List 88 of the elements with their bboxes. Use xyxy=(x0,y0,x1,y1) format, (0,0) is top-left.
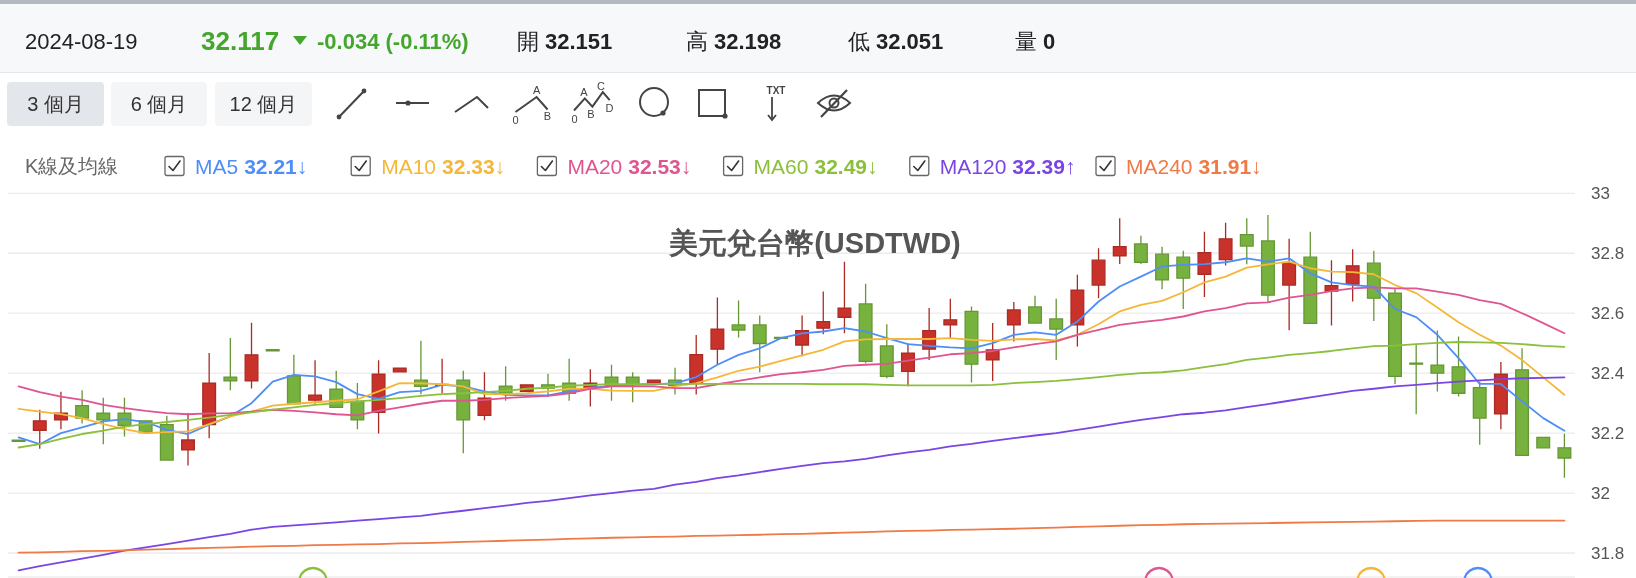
y-tick-label: 33 xyxy=(1591,183,1610,203)
text: TXT xyxy=(766,84,786,96)
candlestick xyxy=(286,354,301,405)
candlestick xyxy=(223,337,238,391)
candlestick xyxy=(900,342,915,387)
candlestick xyxy=(180,412,195,467)
text: B xyxy=(543,110,552,122)
text: C xyxy=(597,80,606,92)
candlestick xyxy=(1049,298,1064,361)
text: D xyxy=(605,102,614,114)
candlestick xyxy=(710,296,725,366)
candlestick xyxy=(1028,295,1043,324)
text: MA60 32.49↓ xyxy=(753,154,878,178)
line-series xyxy=(17,341,1566,449)
candlestick xyxy=(1430,329,1445,393)
candlestick xyxy=(1557,433,1572,479)
text: B xyxy=(587,108,595,120)
text: 高 32.198 xyxy=(686,28,782,54)
candlestick xyxy=(96,397,111,445)
candlestick xyxy=(1451,335,1466,398)
text: 0 xyxy=(512,114,519,126)
candlestick xyxy=(1260,214,1275,304)
candlestick xyxy=(816,290,831,335)
text: MA5 32.21↓ xyxy=(195,154,308,178)
text: A xyxy=(532,83,541,96)
text: 12 個月 xyxy=(229,93,298,115)
line-series xyxy=(17,519,1566,554)
candlestick xyxy=(1176,250,1191,310)
text: MA20 32.53↓ xyxy=(567,154,692,178)
text: 2024-08-19 xyxy=(25,28,138,54)
candlestick xyxy=(879,323,894,379)
y-tick-label: 32.8 xyxy=(1591,243,1625,263)
line-series xyxy=(17,286,1566,417)
candlestick xyxy=(1515,347,1530,456)
candlestick xyxy=(964,305,979,384)
candlestick xyxy=(1282,238,1297,331)
candlestick xyxy=(752,314,767,373)
candlestick xyxy=(1155,246,1170,290)
candlestick xyxy=(858,283,873,364)
y-tick-label: 32.6 xyxy=(1591,303,1625,323)
candlestick xyxy=(392,367,407,373)
text: 0 xyxy=(571,113,578,125)
candlestick xyxy=(75,389,90,425)
candlestick xyxy=(308,359,323,405)
text: 美元兌台幣(USDTWD) xyxy=(668,227,961,259)
candlestick xyxy=(646,379,661,384)
text: MA120 32.39↑ xyxy=(939,154,1076,178)
candlestick xyxy=(1197,231,1212,298)
candlestick xyxy=(985,322,1000,382)
candlestick xyxy=(477,371,492,421)
y-tick-label: 32.4 xyxy=(1591,363,1625,383)
candlestick xyxy=(265,349,280,352)
candlestick xyxy=(244,322,259,390)
candlestick xyxy=(1324,259,1339,327)
text: K線及均線 xyxy=(25,155,119,177)
candlestick xyxy=(1536,436,1551,449)
candlestick xyxy=(159,415,174,461)
candlestick xyxy=(1112,217,1127,265)
y-tick-label: 31.8 xyxy=(1591,543,1625,563)
candlestick xyxy=(1493,361,1508,430)
candlestick xyxy=(1006,301,1021,343)
candlestick xyxy=(1239,217,1254,265)
y-tick-label: 32.2 xyxy=(1591,423,1625,443)
candlestick xyxy=(1388,287,1403,385)
candlestick xyxy=(837,261,852,334)
candlestick xyxy=(1070,274,1085,348)
candlestick xyxy=(1303,231,1318,325)
text: 6 個月 xyxy=(130,93,188,115)
text: 開 32.151 xyxy=(517,28,613,54)
y-tick-label: 32 xyxy=(1591,483,1610,503)
candlestick xyxy=(1091,247,1106,299)
text: 低 32.051 xyxy=(848,28,944,54)
text: MA240 31.91↓ xyxy=(1126,154,1262,178)
text: 量 0 xyxy=(1015,28,1056,54)
candlestick xyxy=(32,409,47,450)
candlestick xyxy=(943,298,958,340)
candlestick xyxy=(1133,235,1148,265)
text: 32.117 xyxy=(201,26,280,56)
line-series xyxy=(17,376,1566,572)
text: MA10 32.33↓ xyxy=(381,154,506,178)
candlestick xyxy=(689,334,704,396)
text: A xyxy=(580,86,589,98)
candlestick xyxy=(1345,248,1360,303)
text: 3 個月 xyxy=(27,93,84,115)
candlestick xyxy=(1409,344,1424,415)
candlestick xyxy=(1218,222,1233,267)
text: -0.034 (-0.11%) xyxy=(317,28,469,54)
candlestick xyxy=(731,299,746,339)
